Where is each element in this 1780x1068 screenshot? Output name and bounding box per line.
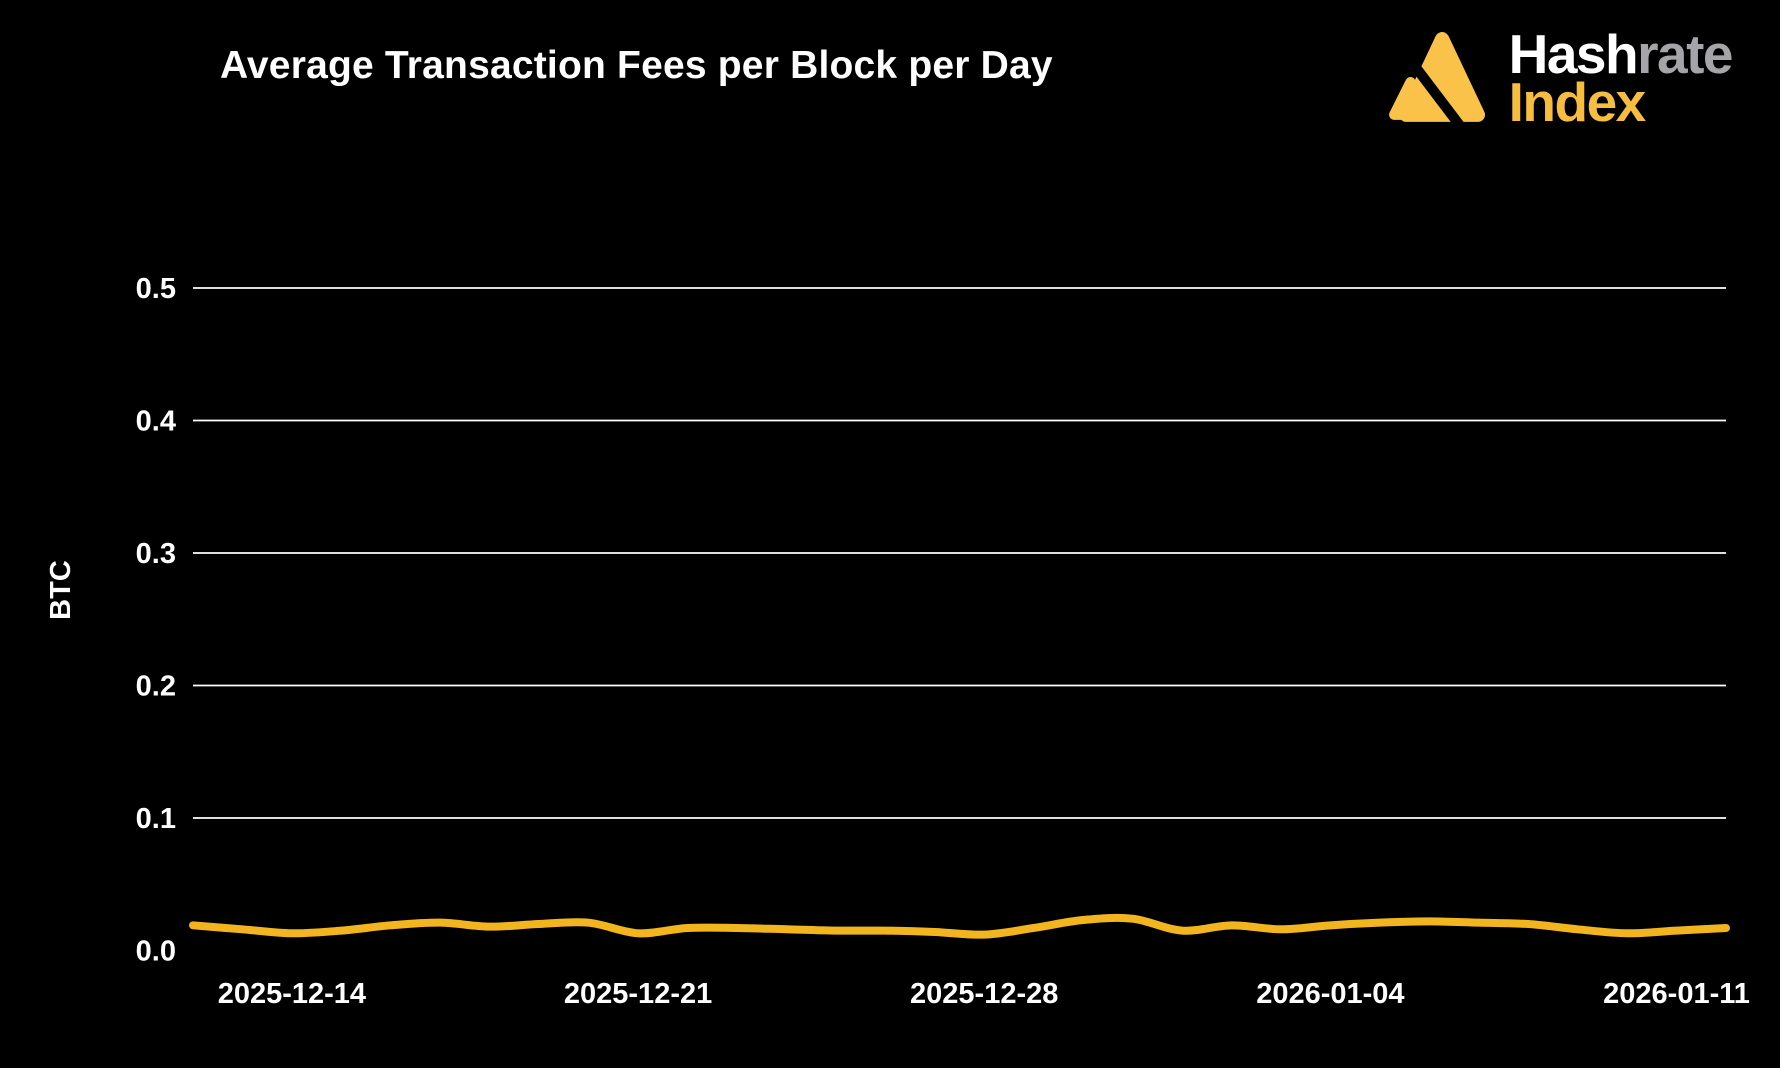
x-tick-label: 2026-01-11 bbox=[1603, 978, 1750, 1010]
x-tick-label: 2025-12-14 bbox=[218, 978, 366, 1010]
logo-word-hashrate: Hashrate bbox=[1509, 27, 1734, 82]
x-tick-label: 2026-01-04 bbox=[1256, 978, 1404, 1010]
y-tick-label: 0.0 bbox=[136, 936, 176, 968]
chart-title: Average Transaction Fees per Block per D… bbox=[220, 44, 1053, 87]
hashrate-triangle-icon bbox=[1388, 32, 1485, 124]
x-tick-label: 2025-12-28 bbox=[910, 978, 1058, 1010]
hashrate-index-logo: Hashrate Index bbox=[1387, 27, 1734, 134]
y-tick-label: 0.2 bbox=[136, 671, 176, 703]
y-tick-label: 0.5 bbox=[136, 273, 176, 305]
logo-word-hash: Hash bbox=[1508, 23, 1639, 85]
y-tick-label: 0.4 bbox=[136, 406, 176, 438]
logo-word-index: Index bbox=[1508, 71, 1647, 134]
y-tick-label: 0.3 bbox=[136, 538, 176, 570]
data-line-avg-fees bbox=[189, 913, 1730, 939]
x-tick-label: 2025-12-21 bbox=[564, 978, 712, 1010]
y-tick-label: 0.1 bbox=[136, 803, 176, 835]
logo-wordmark: Hashrate Index bbox=[1508, 27, 1734, 134]
logo-word-rate: rate bbox=[1637, 23, 1733, 85]
y-axis-title: BTC bbox=[45, 560, 77, 620]
